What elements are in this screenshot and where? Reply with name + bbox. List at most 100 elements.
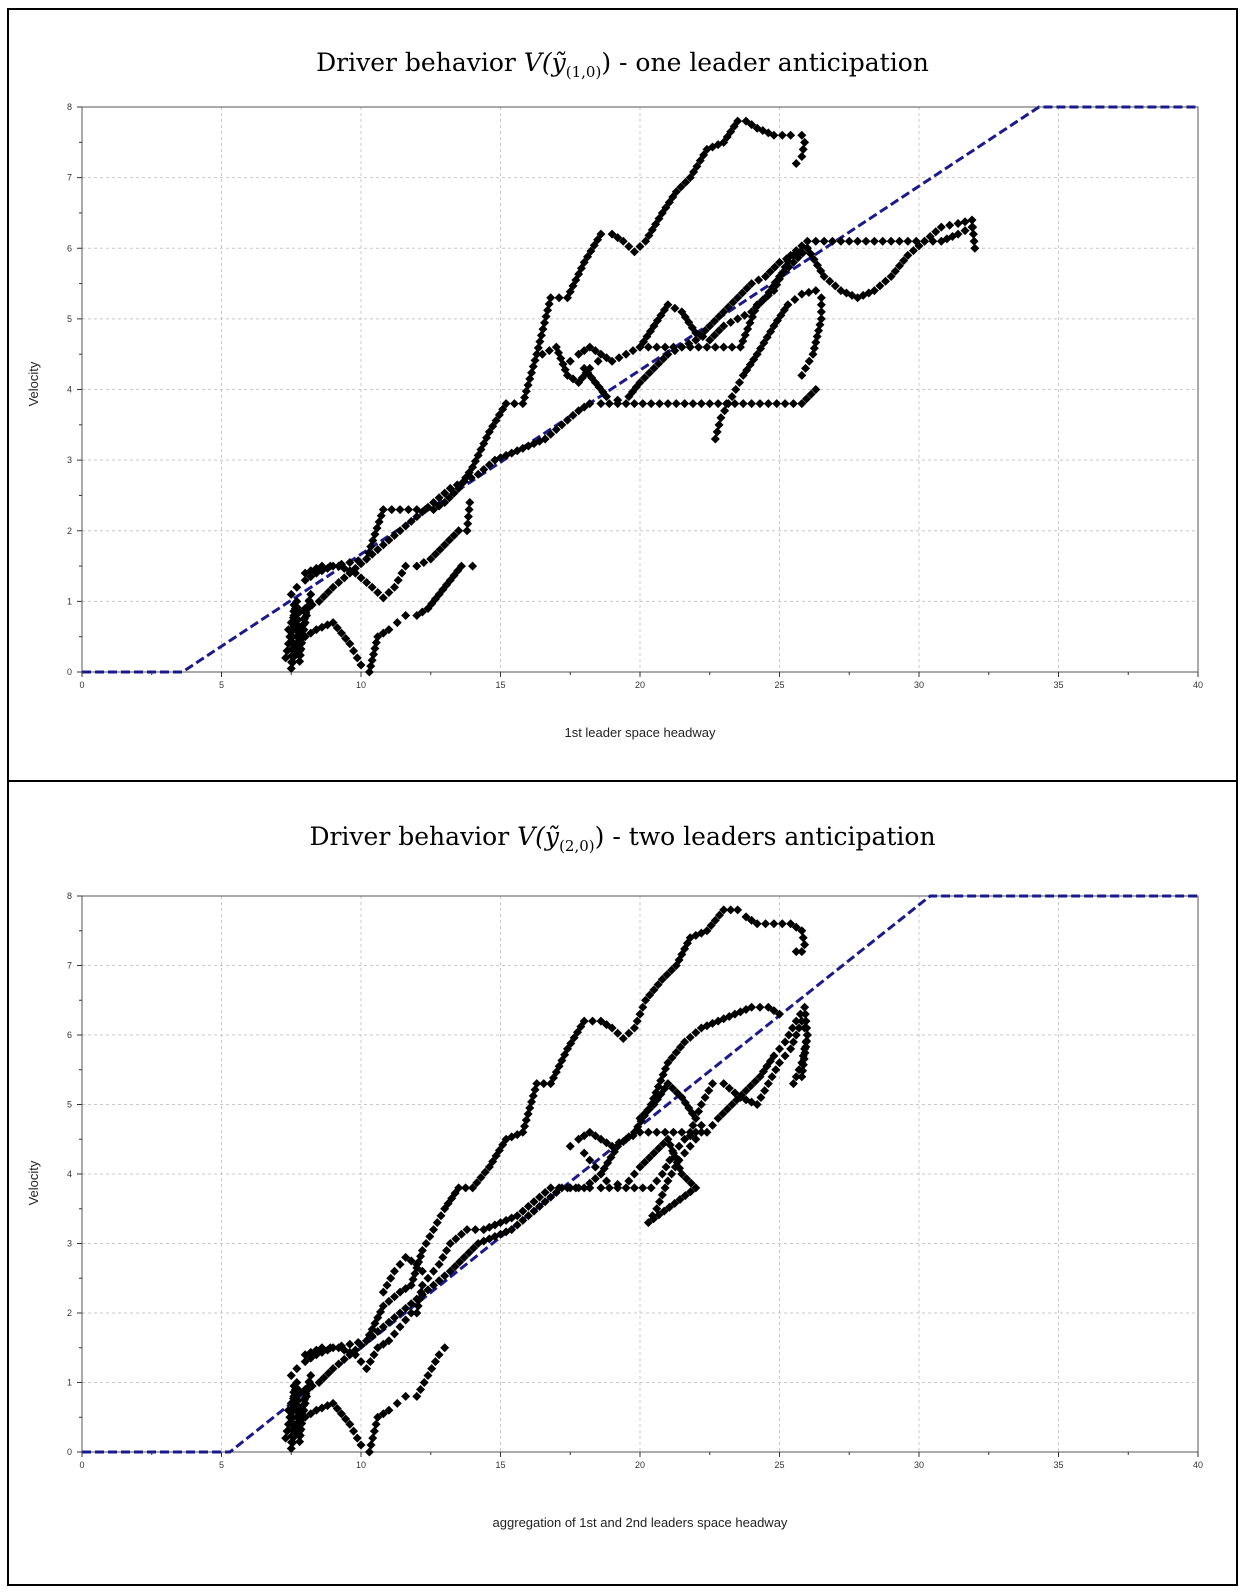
data-point [670, 1198, 680, 1208]
data-point [332, 1404, 342, 1414]
data-point [579, 346, 589, 356]
data-point [468, 561, 478, 571]
data-point [967, 215, 977, 225]
y-tick-label: 3 [67, 455, 72, 465]
y-tick-label: 5 [67, 1100, 72, 1110]
data-point [719, 307, 729, 317]
data-point [731, 385, 741, 394]
data-point [334, 578, 344, 588]
data-point [775, 1009, 784, 1019]
data-point [473, 469, 483, 479]
data-point [533, 343, 543, 353]
data-point [640, 1109, 650, 1119]
data-point [674, 1155, 684, 1165]
data-point [691, 1127, 701, 1137]
data-point [672, 1088, 682, 1098]
data-point [736, 1090, 746, 1100]
data-point [461, 1183, 471, 1193]
data-point [779, 267, 789, 277]
data-point [685, 1032, 695, 1042]
data-point [395, 1322, 405, 1332]
data-point [417, 607, 427, 617]
data-point [780, 399, 790, 409]
data-point [718, 1109, 728, 1119]
data-point [384, 1317, 394, 1327]
data-point [464, 505, 474, 515]
y-tick-label: 4 [67, 385, 72, 395]
data-point [367, 582, 377, 592]
data-point [670, 1162, 680, 1172]
data-point [356, 1440, 366, 1450]
data-point [432, 1218, 442, 1228]
data-point [960, 226, 970, 236]
data-point [507, 1225, 517, 1235]
data-point [472, 1178, 482, 1188]
data-point [596, 349, 606, 359]
data-point [287, 644, 297, 654]
data-point [720, 406, 730, 416]
chart-title-1: Driver behavior V(ỹ(1,0)) - one leader a… [316, 48, 929, 81]
data-point [665, 1155, 675, 1165]
data-point [649, 363, 659, 373]
data-point [746, 1081, 756, 1091]
data-point [663, 300, 673, 310]
data-point [509, 399, 519, 409]
data-point [659, 1206, 669, 1216]
data-point [341, 633, 351, 643]
data-point [652, 1176, 662, 1186]
data-point [706, 921, 716, 931]
data-point [445, 1239, 455, 1248]
data-point [401, 561, 411, 571]
data-point [618, 236, 628, 246]
data-point [295, 1430, 305, 1440]
data-point [440, 498, 450, 507]
data-point [596, 229, 606, 239]
data-point [413, 1301, 423, 1311]
data-point [596, 1134, 606, 1144]
data-point [663, 1058, 673, 1068]
data-point [287, 651, 297, 661]
data-point [691, 335, 701, 345]
data-point [287, 638, 297, 648]
data-point [788, 257, 798, 267]
data-point [412, 1391, 422, 1401]
data-point [677, 1093, 687, 1103]
data-point [299, 619, 309, 629]
figure-frame [7, 8, 1238, 1586]
data-point [970, 243, 980, 253]
data-point [656, 1089, 666, 1099]
data-point [454, 1183, 464, 1193]
data-point [691, 1028, 701, 1038]
data-point [747, 307, 757, 317]
data-point [290, 1387, 300, 1397]
x-tick-label: 30 [914, 680, 924, 690]
data-point [579, 1148, 589, 1158]
data-point [654, 359, 664, 369]
data-point [752, 1100, 762, 1109]
data-point [295, 650, 305, 660]
data-point [800, 1002, 810, 1012]
data-point [451, 1234, 461, 1244]
data-point [423, 502, 433, 512]
data-point [573, 1027, 583, 1037]
data-point [290, 612, 300, 622]
data-point [384, 625, 394, 635]
data-point [652, 1094, 662, 1104]
data-point [800, 1009, 810, 1019]
data-point [557, 420, 567, 430]
data-point [819, 272, 829, 281]
data-point [300, 575, 310, 585]
data-point [621, 1183, 631, 1193]
x-tick-label: 0 [79, 680, 84, 690]
data-point [869, 236, 879, 246]
data-point [296, 644, 306, 654]
data-point [658, 354, 668, 364]
data-point [518, 1206, 528, 1216]
data-point [416, 1287, 426, 1297]
data-point [908, 246, 918, 256]
data-point [565, 1141, 575, 1151]
y-tick-label: 2 [67, 1308, 72, 1318]
data-point [649, 1148, 659, 1158]
model-velocity-line [82, 894, 1198, 1454]
data-point [574, 406, 584, 416]
